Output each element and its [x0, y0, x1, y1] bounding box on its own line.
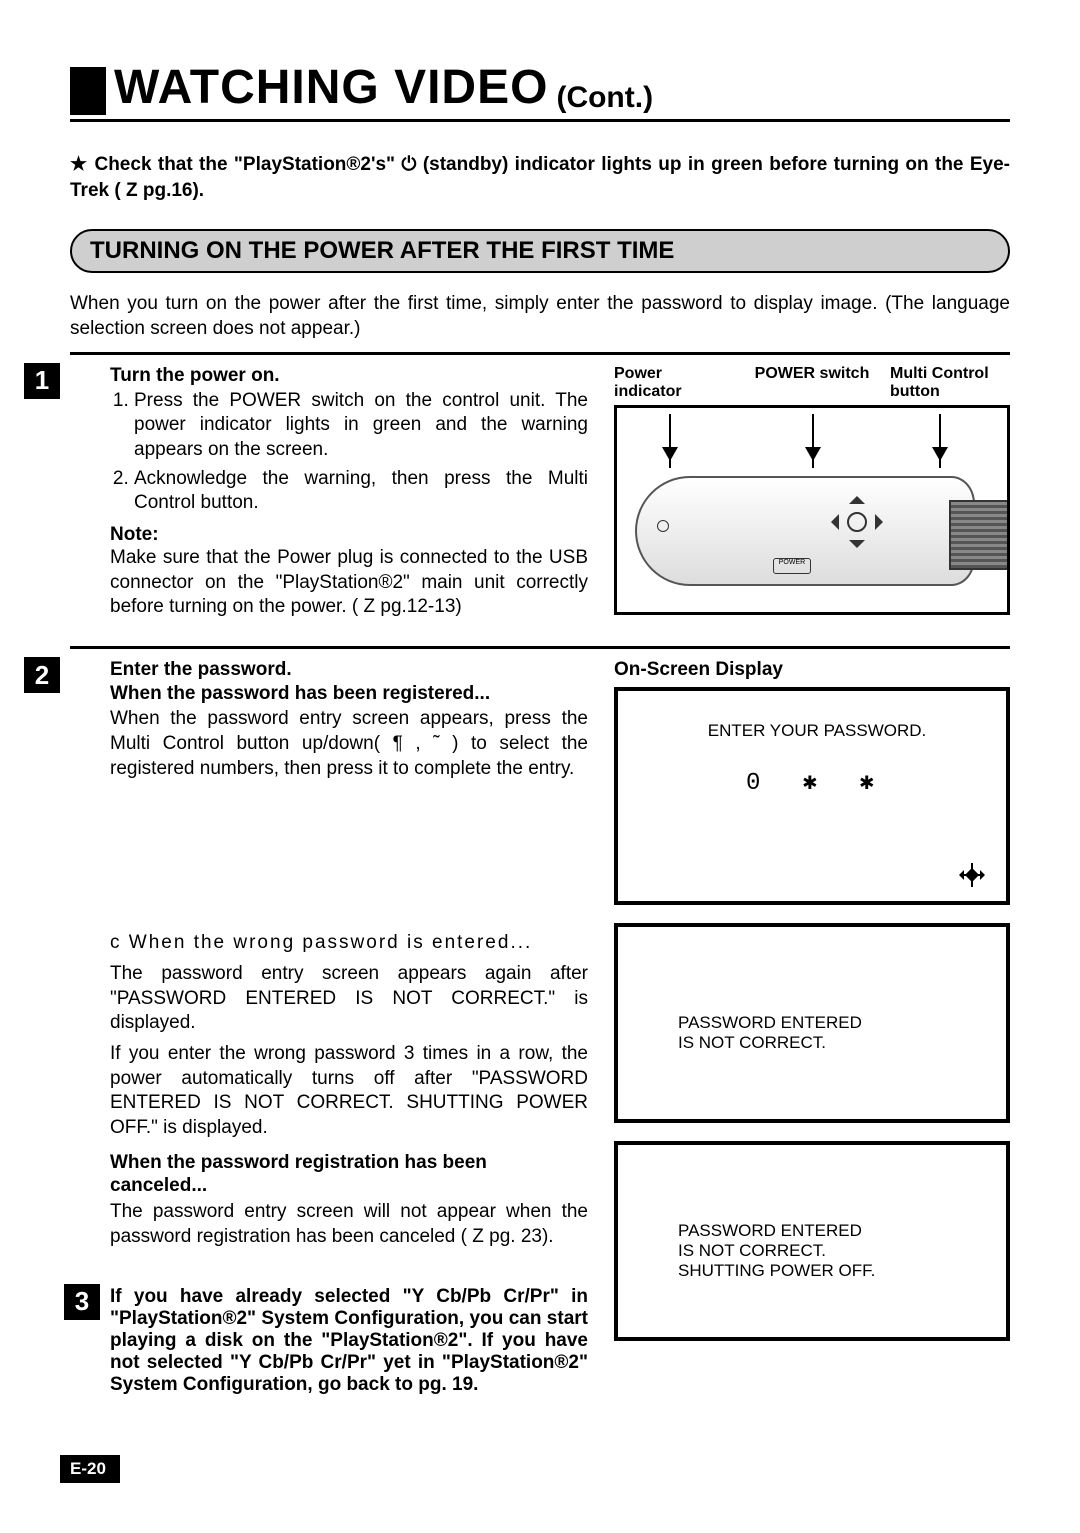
title-main: WATCHING VIDEO: [114, 60, 548, 115]
wrong-pwd-body1: The password entry screen appears again …: [110, 962, 588, 1036]
crosshair-icon: [960, 863, 984, 887]
label-power-switch: POWER switch: [755, 365, 870, 402]
device-diagram: POWER: [614, 405, 1010, 615]
osd-enter-text: ENTER YOUR PASSWORD.: [648, 721, 986, 741]
step1-list: Press the POWER switch on the control un…: [110, 389, 588, 516]
step2-grid: 2 Enter the password. When the password …: [70, 659, 1010, 1397]
dpad-icon: [827, 492, 887, 552]
label-power-indicator: Power indicator: [614, 365, 734, 402]
osd-error-2: PASSWORD ENTERED IS NOT CORRECT. SHUTTIN…: [614, 1141, 1010, 1341]
step1-grid: 1 Turn the power on. Press the POWER swi…: [70, 365, 1010, 621]
power-button-icon: POWER: [773, 558, 811, 574]
note-label: Note:: [110, 524, 588, 546]
cancel-title: When the password registration has been …: [110, 1151, 588, 1199]
intro-text: When you turn on the power after the fir…: [70, 292, 1010, 341]
step1-note-text: Make sure that the Power plug is connect…: [110, 546, 588, 620]
star-note-text: Check that the "PlayStation®2's" ⏻ (stan…: [70, 154, 1010, 201]
arrow-icon: [669, 414, 671, 468]
star-note: ★ Check that the "PlayStation®2's" ⏻ (st…: [70, 152, 1010, 203]
section-header: TURNING ON THE POWER AFTER THE FIRST TIM…: [70, 229, 1010, 273]
step2-title1: Enter the password.: [110, 659, 588, 681]
step1-title: Turn the power on.: [110, 365, 588, 387]
title-cont: (Cont.): [556, 81, 653, 115]
wrong-pwd-lead: c When the wrong password is entered...: [110, 931, 588, 956]
page-title-row: WATCHING VIDEO (Cont.): [70, 60, 1010, 122]
osd-password-masked: 0 ✱ ✱: [648, 767, 986, 797]
device-labels: Power indicator POWER switch Multi Contr…: [614, 365, 1010, 402]
step-number-1: 1: [24, 363, 60, 399]
step3-text: If you have already selected "Y Cb/Pb Cr…: [110, 1286, 588, 1396]
title-ornament: [70, 67, 106, 115]
step-number-2: 2: [24, 657, 60, 693]
step-number-3: 3: [64, 1284, 100, 1320]
osd-error1-text: PASSWORD ENTERED IS NOT CORRECT.: [678, 1013, 862, 1053]
page-number: E-20: [60, 1455, 120, 1483]
cancel-body: The password entry screen will not appea…: [110, 1200, 588, 1249]
divider: [70, 646, 1010, 649]
label-multi-control: Multi Control button: [890, 365, 1010, 402]
arrow-icon: [812, 414, 814, 468]
step2-title2: When the password has been registered...: [110, 683, 588, 705]
manual-page: WATCHING VIDEO (Cont.) ★ Check that the …: [0, 0, 1080, 1533]
step1-right: Power indicator POWER switch Multi Contr…: [614, 365, 1010, 621]
arrow-icon: [939, 414, 941, 468]
osd-error2-text: PASSWORD ENTERED IS NOT CORRECT. SHUTTIN…: [678, 1221, 875, 1281]
osd-column: On-Screen Display ENTER YOUR PASSWORD. 0…: [614, 659, 1010, 1397]
step1-li1: Press the POWER switch on the control un…: [134, 389, 588, 463]
wrong-pwd-body2: If you enter the wrong password 3 times …: [110, 1042, 588, 1141]
osd-error-1: PASSWORD ENTERED IS NOT CORRECT.: [614, 923, 1010, 1123]
step1-left: 1 Turn the power on. Press the POWER swi…: [70, 365, 588, 621]
osd-enter-password: ENTER YOUR PASSWORD. 0 ✱ ✱: [614, 687, 1010, 905]
divider: [70, 352, 1010, 355]
step2-para1: When the password entry screen appears, …: [110, 707, 588, 781]
step1-li2: Acknowledge the warning, then press the …: [134, 467, 588, 516]
device-plug: [949, 500, 1009, 570]
step2-left: 2 Enter the password. When the password …: [70, 659, 588, 1397]
osd-title: On-Screen Display: [614, 659, 1010, 681]
